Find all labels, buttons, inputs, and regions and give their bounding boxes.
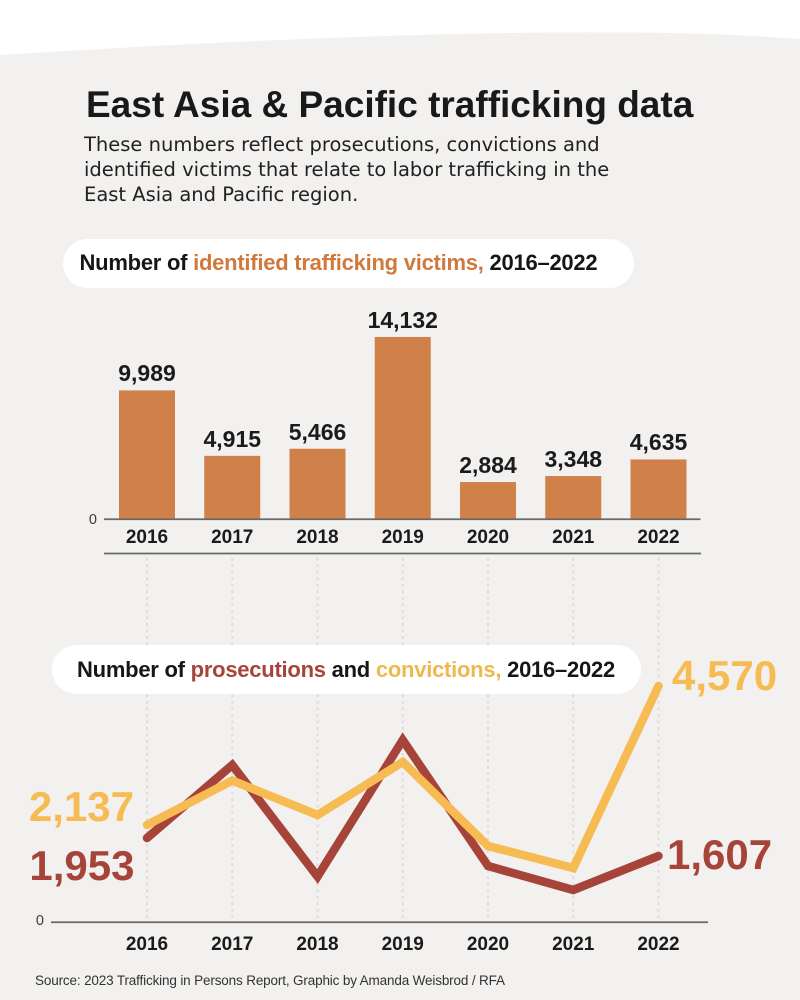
line-x-label: 2021 bbox=[552, 933, 595, 955]
bar-value-label: 9,989 bbox=[118, 360, 176, 387]
bar-x-label: 2018 bbox=[296, 526, 339, 548]
line-convictions bbox=[142, 681, 663, 873]
bar-2021 bbox=[545, 476, 602, 520]
bar-2017 bbox=[204, 455, 261, 520]
page-title: East Asia & Pacific trafficking data bbox=[86, 83, 694, 125]
bar-value-label: 3,348 bbox=[544, 446, 603, 473]
bar-value-label: 2,884 bbox=[459, 452, 517, 479]
line-value-label-convictions-start: 2,137 bbox=[28, 783, 134, 830]
line-value-label-prosecutions-end: 1,607 bbox=[667, 831, 773, 879]
pill-text-segment: Number of bbox=[77, 656, 191, 682]
pill-text-segment: Number of bbox=[79, 250, 194, 275]
line-axis-zero: 0 bbox=[35, 913, 44, 929]
line-x-label: 2020 bbox=[466, 933, 510, 955]
source-note: Source: 2023 Trafficking in Persons Repo… bbox=[35, 972, 505, 988]
bar-2022 bbox=[630, 459, 687, 520]
bar-x-label: 2021 bbox=[552, 526, 595, 548]
pill-text-segment: 2016–2022 bbox=[501, 656, 615, 682]
pill-text-segment: prosecutions bbox=[190, 656, 326, 682]
bar-value-label: 5,466 bbox=[288, 418, 347, 445]
line-x-label: 2016 bbox=[125, 933, 169, 955]
pill-text-segment: convictions, bbox=[375, 656, 502, 682]
line-x-label: 2018 bbox=[296, 933, 339, 955]
page-subtitle-line: identified victims that relate to labor … bbox=[84, 157, 610, 181]
bar-x-label: 2017 bbox=[211, 526, 254, 548]
bar-2020 bbox=[460, 482, 516, 520]
bar-value-label: 4,635 bbox=[629, 429, 688, 456]
pill-text-segment: identified trafficking victims, bbox=[193, 250, 484, 275]
bar-2018 bbox=[289, 448, 346, 520]
bar-x-label: 2022 bbox=[637, 526, 680, 548]
pill-text-segment: 2016–2022 bbox=[483, 250, 598, 275]
pill-text-segment: and bbox=[325, 656, 376, 682]
line-chart-title-pill: Number of prosecutions and convictions, … bbox=[52, 645, 641, 694]
line-x-label: 2017 bbox=[211, 933, 254, 955]
bar-x-label: 2019 bbox=[381, 526, 424, 548]
line-value-label-convictions-end: 4,570 bbox=[672, 652, 778, 700]
page-subtitle-line: These numbers reflect prosecutions, conv… bbox=[84, 132, 600, 156]
line-prosecutions bbox=[142, 732, 663, 895]
bar-x-label: 2016 bbox=[125, 526, 169, 548]
bar-2019 bbox=[374, 336, 431, 520]
bar-x-label: 2020 bbox=[466, 526, 510, 548]
bar-value-label: 14,132 bbox=[367, 306, 438, 333]
line-x-label: 2019 bbox=[381, 933, 424, 955]
line-x-label: 2022 bbox=[637, 933, 680, 955]
line-value-label-prosecutions-start: 1,953 bbox=[29, 841, 135, 889]
page-subtitle: These numbers reflect prosecutions, conv… bbox=[84, 132, 609, 208]
bar-value-label: 4,915 bbox=[203, 425, 262, 452]
bar-axis-zero: 0 bbox=[88, 512, 97, 528]
bar-2016 bbox=[119, 390, 175, 520]
bar-chart-title-pill: Number of identified trafficking victims… bbox=[63, 238, 634, 288]
page-subtitle-line: East Asia and Pacific region. bbox=[84, 183, 359, 207]
